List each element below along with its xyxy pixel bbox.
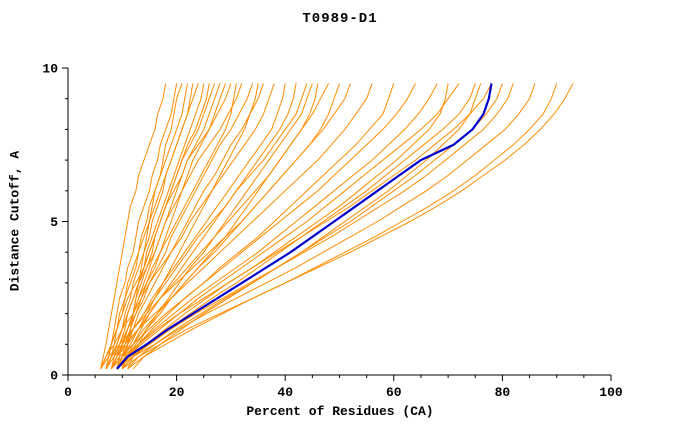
x-tick-label: 60 (386, 385, 402, 400)
model-curve (132, 83, 482, 370)
model-curve (116, 83, 460, 370)
model-curve (111, 83, 492, 370)
model-curve (121, 83, 319, 370)
model-curve (127, 83, 558, 370)
model-curve (100, 83, 232, 370)
model-curve (105, 83, 373, 370)
model-curve (116, 83, 514, 370)
model-curve (110, 83, 237, 370)
model-curve (116, 83, 351, 370)
model-curve (121, 83, 395, 370)
highlight-curve (116, 83, 493, 370)
y-tick-label: 10 (42, 62, 58, 77)
model-curve (121, 83, 183, 370)
model-curve (121, 83, 297, 370)
model-curve (110, 83, 416, 370)
model-curve (100, 83, 340, 370)
model-curve (100, 83, 275, 370)
model-curve (105, 83, 243, 370)
model-curve (121, 83, 574, 370)
model-curve (110, 83, 205, 370)
x-tick-label: 20 (169, 385, 185, 400)
y-tick-label: 0 (50, 369, 58, 384)
model-curve (116, 83, 536, 370)
model-curve (116, 83, 264, 370)
x-tick-label: 100 (599, 385, 623, 400)
x-axis-label: Percent of Residues (CA) (246, 404, 434, 419)
model-curve (100, 83, 167, 370)
chart-title: T0989-D1 (302, 11, 378, 27)
x-tick-label: 80 (495, 385, 511, 400)
model-curve (121, 83, 449, 370)
x-tick-label: 0 (64, 385, 72, 400)
y-tick-label: 5 (50, 215, 58, 230)
model-curve (105, 83, 178, 370)
model-curve (116, 83, 438, 370)
model-curve (110, 83, 330, 370)
x-tick-label: 40 (277, 385, 293, 400)
